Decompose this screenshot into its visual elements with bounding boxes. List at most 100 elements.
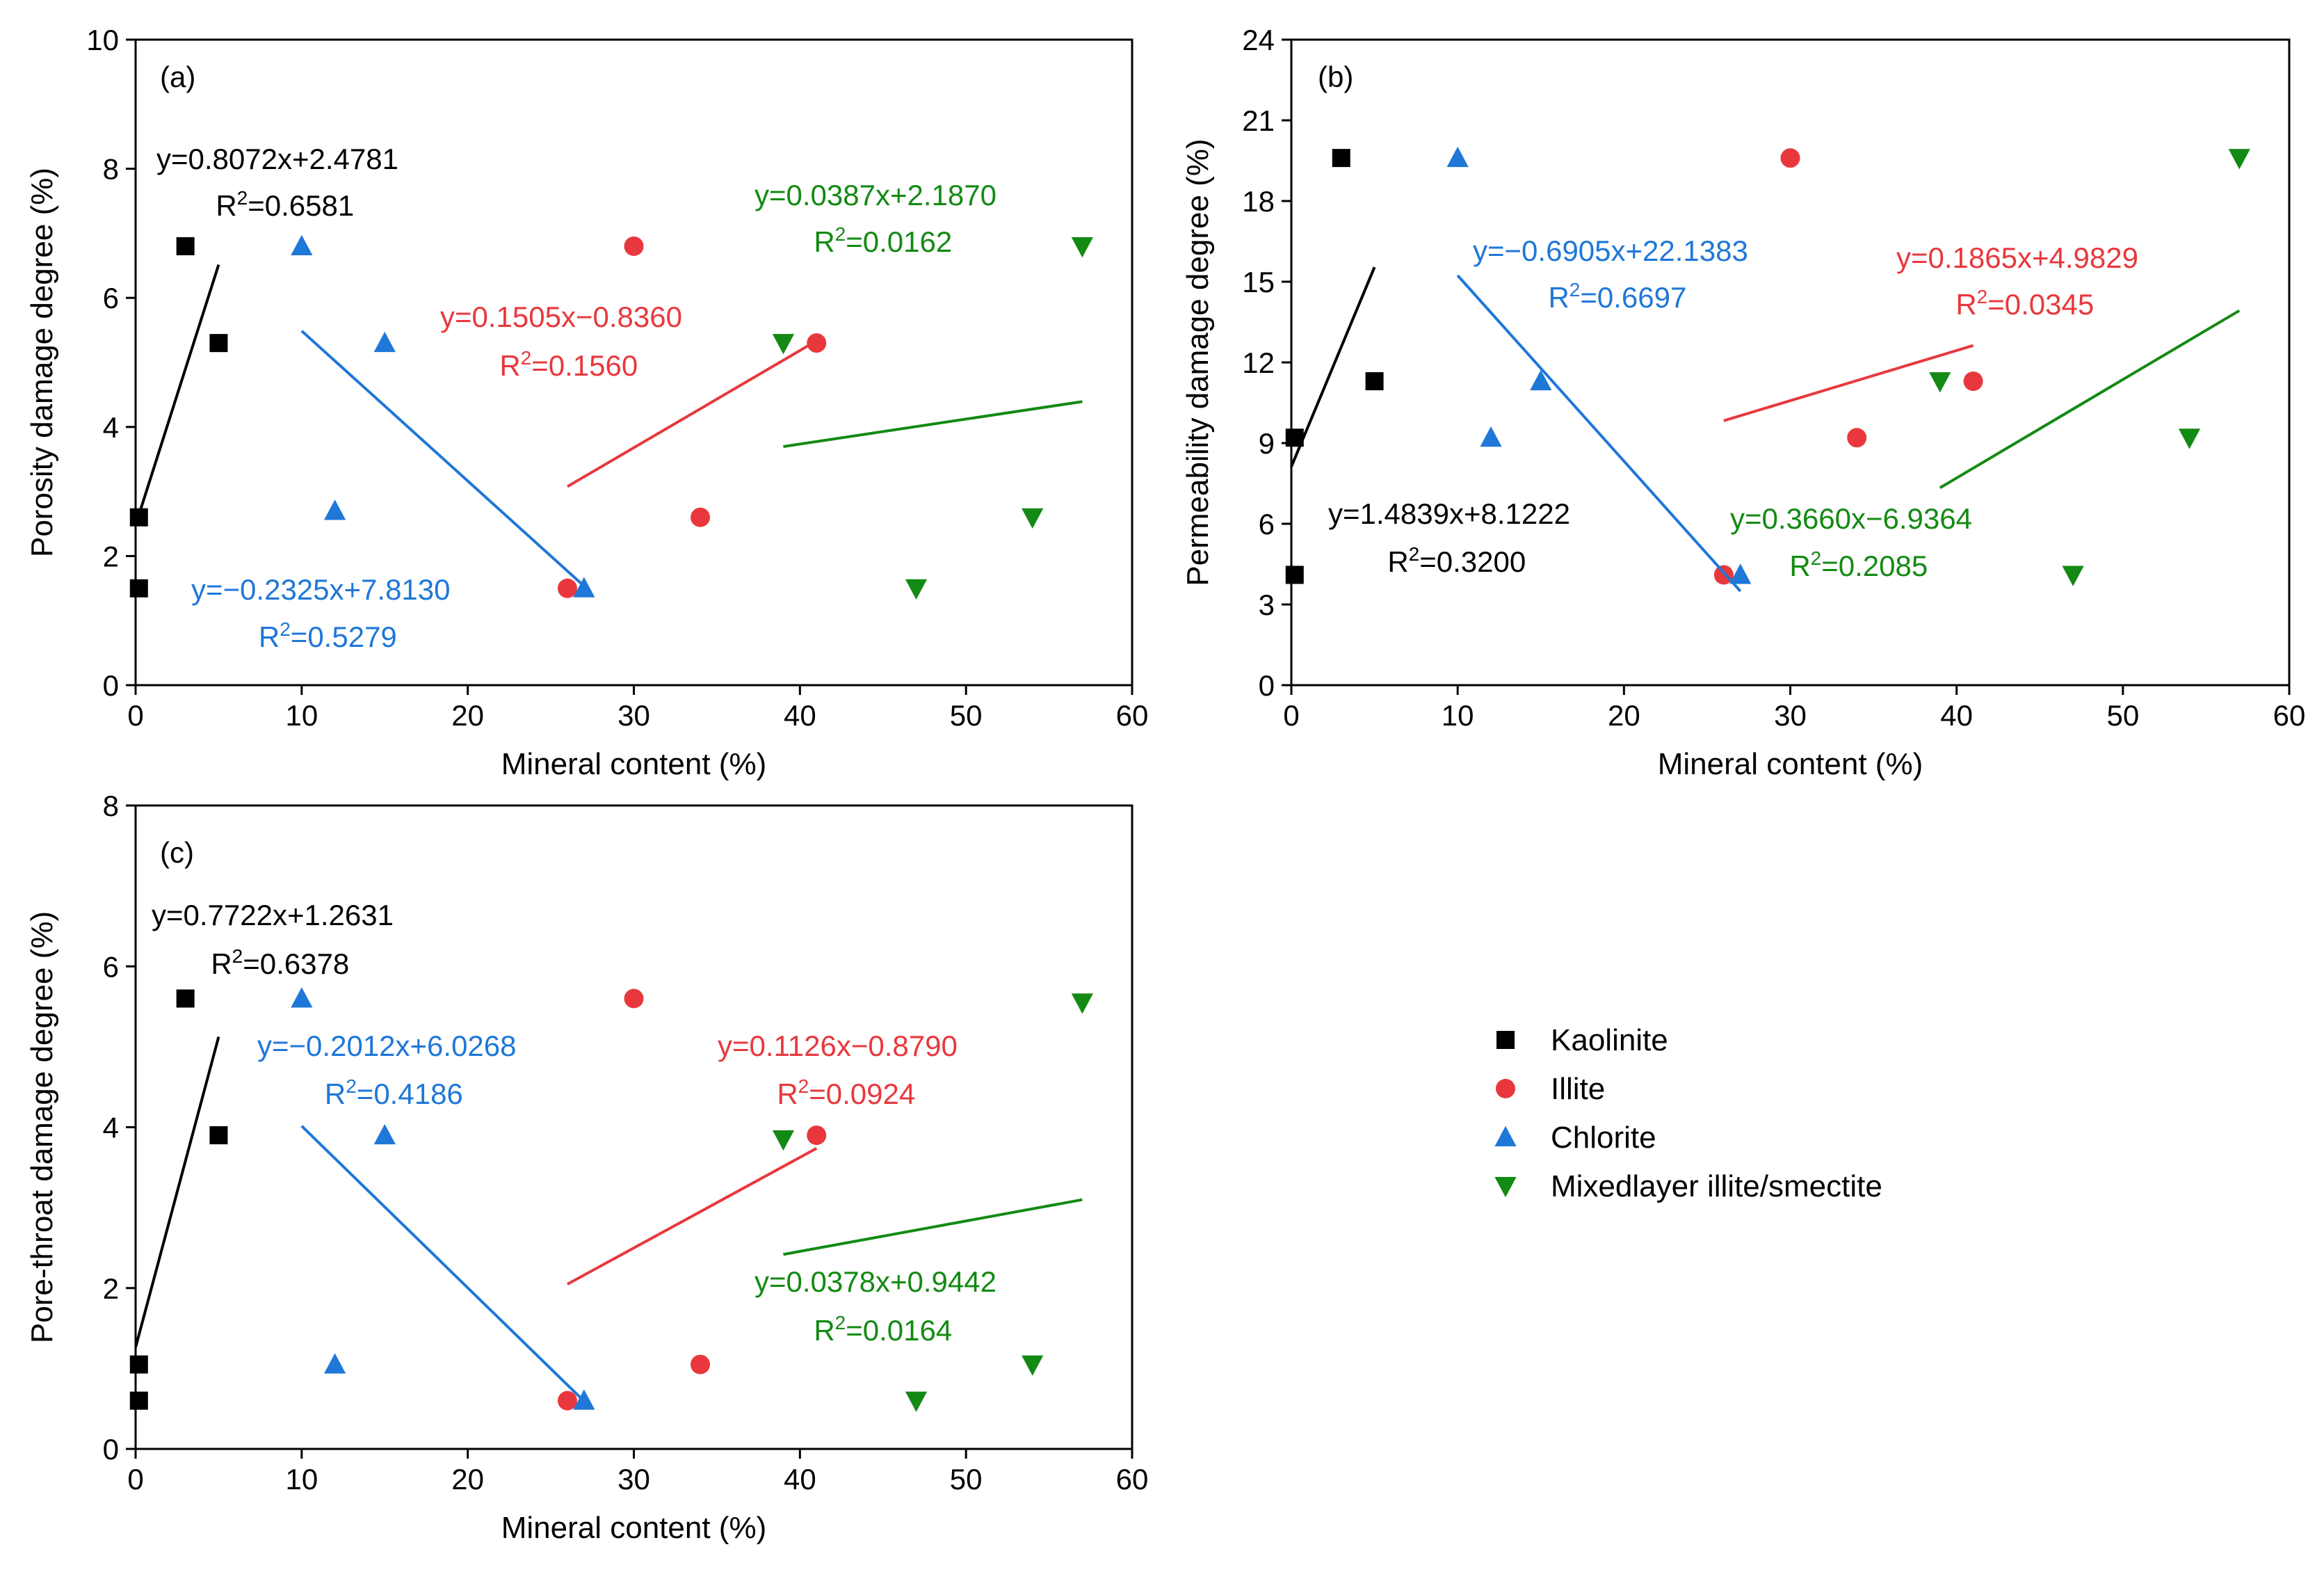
series-chlorite: y=−0.2325x+7.8130 R2=0.5279 xyxy=(191,234,595,653)
data-point-chlorite xyxy=(1530,369,1552,391)
x-tick-label: 10 xyxy=(1442,699,1474,732)
data-point-kaolinite xyxy=(1365,372,1384,391)
panel-b: 0 10 20 30 40 50 60 0 3 6 9 12 15 18 21 24 Mineral conte… xyxy=(1181,24,2305,781)
x-axis-label: Mineral content (%) xyxy=(501,747,766,781)
equation-illite: y=0.1865x+4.9829 xyxy=(1896,241,2138,274)
fit-line-illite xyxy=(1723,344,1974,422)
r-squared-chlorite: R2=0.4186 xyxy=(325,1075,463,1110)
fit-line-chlorite xyxy=(300,330,586,587)
data-point-kaolinite xyxy=(1285,566,1304,584)
data-point-kaolinite xyxy=(129,1391,148,1410)
y-tick-label: 4 xyxy=(103,1112,119,1144)
series-mixedlayer-illite-smectite: y=0.3660x−6.9364 R2=0.2085 xyxy=(1730,149,2250,586)
plot-frame xyxy=(1290,38,2291,687)
equation-chlorite: y=−0.2325x+7.8130 xyxy=(191,573,451,606)
data-point-chlorite xyxy=(573,1389,595,1410)
data-point-mixedlayer-illite-smectite xyxy=(905,579,928,600)
x-tick-label: 30 xyxy=(618,1463,650,1496)
data-point-kaolinite xyxy=(1332,149,1350,168)
x-tick-label: 30 xyxy=(618,699,650,732)
data-point-chlorite xyxy=(373,331,396,353)
data-point-mixedlayer-illite-smectite xyxy=(1071,237,1093,258)
r-squared-mixedlayer-illite-smectite: R2=0.2085 xyxy=(1789,547,1928,582)
y-tick-label: 0 xyxy=(103,1433,119,1466)
data-point-mixedlayer-illite-smectite xyxy=(1022,1355,1044,1376)
legend-marker xyxy=(1494,1125,1517,1146)
fit-line-kaolinite xyxy=(1290,266,1376,467)
series-kaolinite: y=1.4839x+8.1222 R2=0.3200 xyxy=(1285,149,1570,584)
y-tick-label: 6 xyxy=(103,282,119,314)
equation-chlorite: y=−0.6905x+22.1383 xyxy=(1473,234,1748,267)
y-tick-label: 9 xyxy=(1259,427,1275,460)
equation-kaolinite: y=1.4839x+8.1222 xyxy=(1328,497,1570,530)
data-point-chlorite xyxy=(324,1353,346,1374)
series-illite: y=0.1505x−0.8360 R2=0.1560 xyxy=(440,236,827,598)
equation-mixedlayer-illite-smectite: y=0.3660x−6.9364 xyxy=(1730,502,1972,535)
data-point-illite xyxy=(1963,371,1983,392)
x-tick-label: 0 xyxy=(127,699,143,732)
y-tick-label: 12 xyxy=(1242,346,1275,379)
x-axis-label: Mineral content (%) xyxy=(501,1511,766,1545)
legend-marker xyxy=(1494,1177,1517,1198)
legend-label: Mixedlayer illite/smectite xyxy=(1551,1169,1882,1203)
x-tick-label: 30 xyxy=(1774,699,1807,732)
x-tick-label: 20 xyxy=(1608,699,1640,732)
data-point-kaolinite xyxy=(129,508,148,527)
x-tick-label: 40 xyxy=(1940,699,1973,732)
r-squared-illite: R2=0.0924 xyxy=(777,1075,915,1110)
legend-item-kaolinite: Kaolinite xyxy=(1496,1023,1668,1057)
fit-line-kaolinite xyxy=(134,1036,220,1348)
data-point-chlorite xyxy=(373,1123,396,1145)
series-kaolinite: y=0.7722x+1.2631 R2=0.6378 xyxy=(129,899,394,1410)
equation-kaolinite: y=0.7722x+1.2631 xyxy=(152,899,394,931)
x-tick-label: 20 xyxy=(451,699,484,732)
panel-c: 0 10 20 30 40 50 60 0 2 4 6 8 Mineral content (%) Por… xyxy=(25,790,1148,1545)
equation-mixedlayer-illite-smectite: y=0.0387x+2.1870 xyxy=(755,179,996,211)
y-tick-label: 6 xyxy=(103,950,119,983)
r-squared-illite: R2=0.0345 xyxy=(1955,286,2094,321)
y-tick-label: 18 xyxy=(1242,185,1275,218)
data-point-illite xyxy=(624,236,644,256)
equation-mixedlayer-illite-smectite: y=0.0378x+0.9442 xyxy=(755,1265,996,1298)
legend-label: Kaolinite xyxy=(1551,1023,1668,1057)
data-point-illite xyxy=(691,507,711,527)
panel-a: 0 10 20 30 40 50 60 0 2 4 6 8 10 Mineral content (%) P… xyxy=(25,24,1148,781)
y-tick-label: 0 xyxy=(103,669,119,702)
y-axis-label: Porosity damage degree (%) xyxy=(25,168,59,557)
legend-item-chlorite: Chlorite xyxy=(1494,1121,1656,1155)
equation-illite: y=0.1505x−0.8360 xyxy=(440,300,682,333)
x-tick-label: 40 xyxy=(784,699,816,732)
data-point-mixedlayer-illite-smectite xyxy=(1929,372,1951,393)
r-squared-kaolinite: R2=0.6378 xyxy=(211,945,349,980)
series-mixedlayer-illite-smectite: y=0.0378x+0.9442 R2=0.0164 xyxy=(755,993,1093,1412)
series-mixedlayer-illite-smectite: y=0.0387x+2.1870 R2=0.0162 xyxy=(755,179,1093,600)
y-tick-label: 2 xyxy=(103,1272,119,1305)
y-axis-label: Pore-throat damage degree (%) xyxy=(25,911,59,1343)
x-tick-label: 20 xyxy=(451,1463,484,1496)
data-point-illite xyxy=(557,578,577,598)
y-tick-label: 4 xyxy=(103,411,119,444)
y-tick-label: 3 xyxy=(1259,588,1275,621)
fit-line-mixedlayer-illite-smectite xyxy=(783,400,1083,448)
data-point-mixedlayer-illite-smectite xyxy=(1071,993,1093,1014)
x-tick-label: 10 xyxy=(285,699,318,732)
x-tick-label: 50 xyxy=(950,1463,983,1496)
equation-illite: y=0.1126x−0.8790 xyxy=(718,1029,958,1062)
legend-item-mixedlayer-illite-smectite: Mixedlayer illite/smectite xyxy=(1494,1169,1882,1203)
legend-item-illite: Illite xyxy=(1496,1072,1605,1106)
x-axis-label: Mineral content (%) xyxy=(1658,747,1923,781)
legend-marker xyxy=(1496,1031,1515,1049)
data-point-kaolinite xyxy=(209,1126,228,1145)
data-point-chlorite xyxy=(1446,146,1469,168)
data-point-mixedlayer-illite-smectite xyxy=(772,1130,795,1151)
data-point-illite xyxy=(807,1125,827,1146)
r-squared-illite: R2=0.1560 xyxy=(499,347,638,382)
y-tick-label: 2 xyxy=(103,540,119,572)
series-illite: y=0.1126x−0.8790 R2=0.0924 xyxy=(557,988,958,1411)
data-point-kaolinite xyxy=(176,989,195,1008)
data-point-chlorite xyxy=(1729,563,1752,584)
r-squared-chlorite: R2=0.6697 xyxy=(1548,279,1686,314)
data-point-illite xyxy=(807,333,827,353)
data-point-kaolinite xyxy=(129,579,148,598)
r-squared-mixedlayer-illite-smectite: R2=0.0164 xyxy=(814,1312,952,1347)
